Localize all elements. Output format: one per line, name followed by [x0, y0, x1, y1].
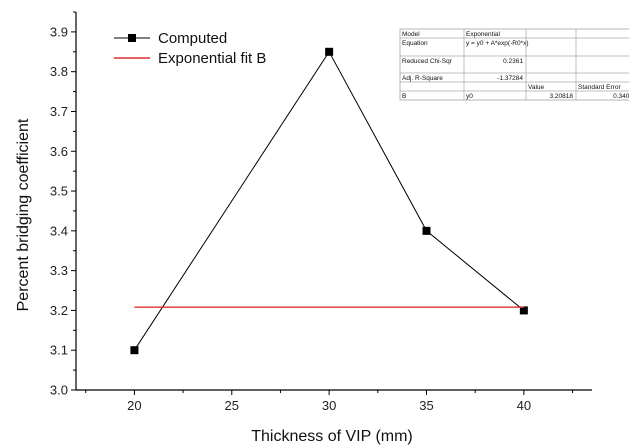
- data-point-marker: [519, 306, 528, 315]
- fit-table-text: Adj. R-Square: [402, 75, 443, 82]
- data-point-marker: [422, 226, 431, 235]
- fit-table-text: 3.20818: [550, 93, 574, 100]
- y-tick-label: 3.6: [50, 144, 68, 159]
- y-axis-title: Percent bridging coefficient: [15, 118, 32, 311]
- y-tick-label: 3.3: [50, 263, 68, 278]
- y-tick-label: 3.5: [50, 184, 68, 199]
- y-tick-label: 3.1: [50, 343, 68, 358]
- x-tick-label: 40: [517, 398, 531, 413]
- fit-table-text: 0.3405: [613, 93, 629, 100]
- fit-table-text: 0.2361: [503, 58, 523, 65]
- legend-swatch-marker: [128, 34, 136, 42]
- fit-table-frame: [399, 28, 629, 101]
- x-tick-label: 25: [225, 398, 239, 413]
- axes: [75, 12, 592, 391]
- fit-table-cell: [575, 90, 629, 101]
- y-tick-label: 3.2: [50, 303, 68, 318]
- y-tick-label: 3.7: [50, 104, 68, 119]
- fit-table: Model Exponential Equation y = y0 + A*exp(‑…: [399, 28, 629, 101]
- y-tick-label: 3.9: [50, 24, 68, 39]
- legend-label: Computed: [158, 30, 227, 47]
- fit-table-text: Exponential: [466, 31, 501, 38]
- fit-table-text: y0: [466, 93, 473, 100]
- y-tick-label: 3.8: [50, 64, 68, 79]
- series-line: [133, 50, 525, 351]
- x-tick-label: 20: [127, 398, 141, 413]
- fit-table-text: Equation: [402, 40, 428, 47]
- y-tick-label: 3.4: [50, 223, 68, 238]
- legend: Computed Exponential fit B: [114, 30, 266, 67]
- fit-table-text: y = y0 + A*exp(‑R0*x): [466, 40, 529, 47]
- series-layer: [130, 47, 528, 355]
- legend-label: Exponential fit B: [158, 50, 266, 67]
- x-tick-label: 35: [419, 398, 433, 413]
- data-point-marker: [130, 346, 139, 355]
- fit-table-text: Value: [528, 84, 545, 91]
- fit-table-text: Model: [402, 31, 420, 38]
- data-point-marker: [325, 47, 334, 56]
- fit-table-text: Standard Error: [578, 84, 621, 91]
- ticks: 20 25 30 35 40 3.0 3.1 3.2 3.3 3.4 3.5 3.6 3.7 3.8 3.9: [50, 11, 574, 413]
- fit-table-text: -1.37284: [497, 75, 523, 82]
- x-tick-label: 30: [322, 398, 336, 413]
- y-tick-label: 3.0: [50, 383, 68, 398]
- x-axis-title: Thickness of VIP (mm): [251, 428, 413, 445]
- fit-table-text: B: [402, 93, 406, 100]
- fit-table-text: Reduced Chi-Sqr: [402, 58, 453, 65]
